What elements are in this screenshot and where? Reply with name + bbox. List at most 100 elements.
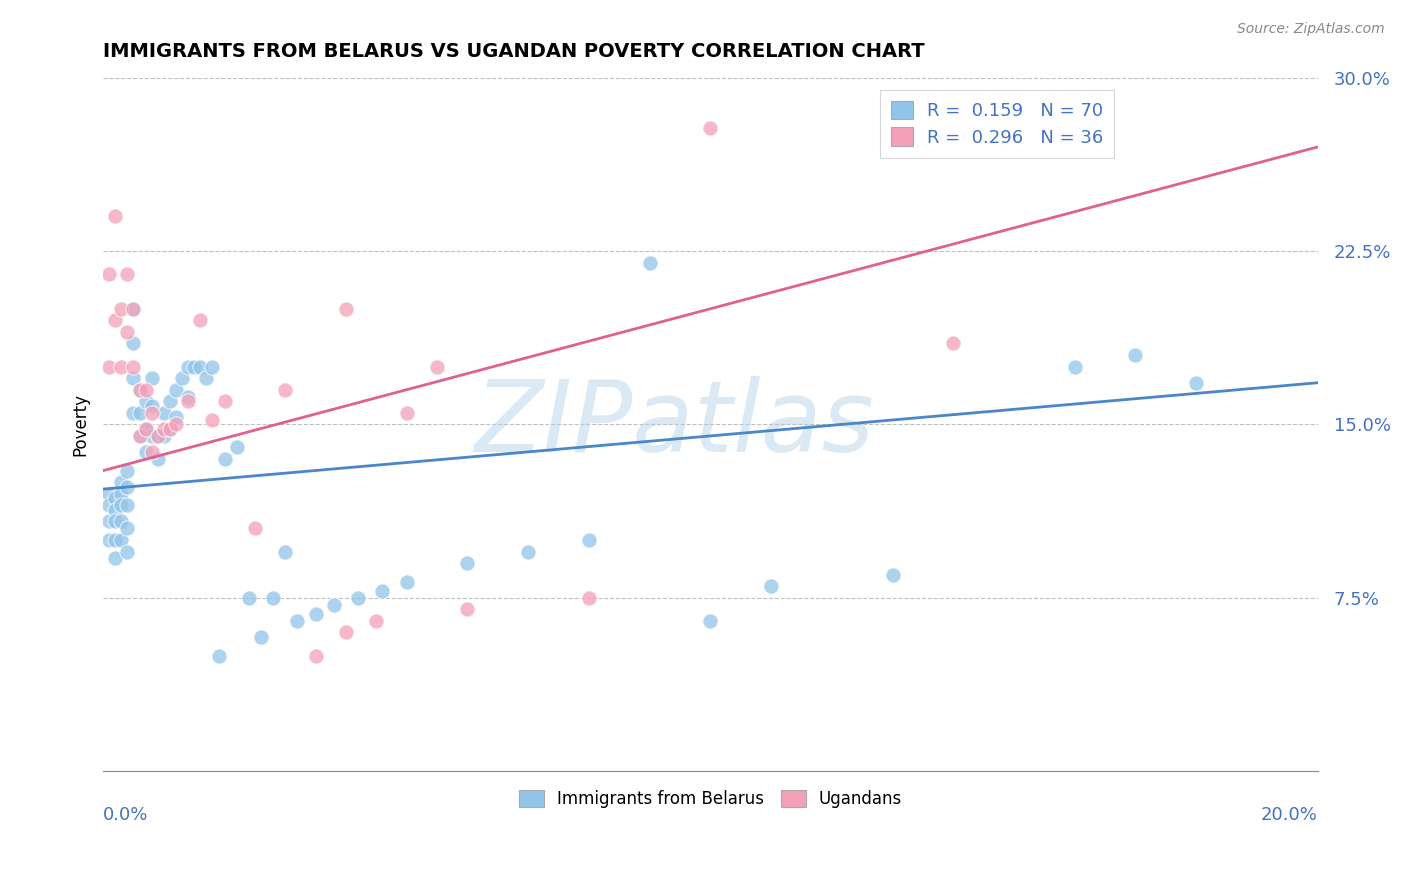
- Point: [122, 336, 145, 351]
- Point: [759, 579, 782, 593]
- Point: [1185, 376, 1208, 390]
- Point: [104, 515, 127, 529]
- Point: [117, 521, 139, 535]
- Point: [122, 301, 145, 316]
- Point: [141, 429, 163, 443]
- Point: [207, 648, 229, 663]
- Point: [578, 591, 600, 605]
- Point: [104, 209, 127, 223]
- Point: [104, 503, 127, 517]
- Point: [128, 429, 150, 443]
- Point: [128, 429, 150, 443]
- Point: [117, 464, 139, 478]
- Point: [122, 371, 145, 385]
- Point: [104, 313, 127, 327]
- Point: [98, 498, 121, 512]
- Point: [110, 475, 132, 490]
- Point: [141, 445, 163, 459]
- Point: [110, 515, 132, 529]
- Point: [159, 422, 181, 436]
- Point: [238, 591, 260, 605]
- Point: [188, 359, 211, 374]
- Point: [110, 301, 132, 316]
- Point: [188, 313, 211, 327]
- Point: [122, 359, 145, 374]
- Point: [159, 394, 181, 409]
- Point: [98, 515, 121, 529]
- Point: [274, 383, 297, 397]
- Point: [322, 598, 344, 612]
- Point: [104, 551, 127, 566]
- Point: [225, 441, 247, 455]
- Point: [146, 429, 169, 443]
- Point: [153, 429, 176, 443]
- Point: [165, 383, 187, 397]
- Point: [135, 383, 157, 397]
- Point: [141, 371, 163, 385]
- Point: [1063, 359, 1085, 374]
- Text: 0.0%: 0.0%: [103, 805, 149, 824]
- Point: [201, 413, 224, 427]
- Point: [128, 383, 150, 397]
- Text: IMMIGRANTS FROM BELARUS VS UGANDAN POVERTY CORRELATION CHART: IMMIGRANTS FROM BELARUS VS UGANDAN POVER…: [103, 42, 925, 61]
- Point: [128, 406, 150, 420]
- Point: [98, 533, 121, 547]
- Point: [1125, 348, 1147, 362]
- Text: 20.0%: 20.0%: [1261, 805, 1317, 824]
- Point: [456, 602, 478, 616]
- Point: [141, 406, 163, 420]
- Point: [243, 521, 266, 535]
- Point: [942, 336, 965, 351]
- Point: [882, 567, 904, 582]
- Point: [110, 486, 132, 500]
- Point: [135, 445, 157, 459]
- Point: [146, 452, 169, 467]
- Point: [347, 591, 370, 605]
- Point: [699, 614, 721, 628]
- Point: [177, 390, 200, 404]
- Point: [153, 406, 176, 420]
- Point: [214, 394, 236, 409]
- Point: [98, 267, 121, 281]
- Point: [638, 255, 661, 269]
- Point: [98, 486, 121, 500]
- Point: [110, 533, 132, 547]
- Point: [117, 267, 139, 281]
- Point: [165, 417, 187, 432]
- Point: [517, 544, 540, 558]
- Point: [170, 371, 193, 385]
- Point: [177, 394, 200, 409]
- Point: [262, 591, 284, 605]
- Point: [128, 383, 150, 397]
- Point: [287, 614, 309, 628]
- Point: [305, 648, 328, 663]
- Point: [153, 422, 176, 436]
- Point: [135, 422, 157, 436]
- Legend: Immigrants from Belarus, Ugandans: Immigrants from Belarus, Ugandans: [512, 783, 908, 814]
- Text: Source: ZipAtlas.com: Source: ZipAtlas.com: [1237, 22, 1385, 37]
- Point: [117, 325, 139, 339]
- Y-axis label: Poverty: Poverty: [72, 392, 89, 456]
- Point: [122, 301, 145, 316]
- Point: [104, 491, 127, 506]
- Point: [195, 371, 218, 385]
- Point: [165, 410, 187, 425]
- Point: [426, 359, 449, 374]
- Point: [395, 574, 418, 589]
- Point: [456, 556, 478, 570]
- Point: [117, 498, 139, 512]
- Point: [371, 583, 394, 598]
- Point: [395, 406, 418, 420]
- Point: [699, 121, 721, 136]
- Point: [183, 359, 205, 374]
- Point: [274, 544, 297, 558]
- Point: [335, 301, 357, 316]
- Point: [214, 452, 236, 467]
- Point: [141, 399, 163, 413]
- Point: [335, 625, 357, 640]
- Point: [117, 544, 139, 558]
- Point: [250, 630, 273, 644]
- Point: [98, 359, 121, 374]
- Point: [177, 359, 200, 374]
- Point: [578, 533, 600, 547]
